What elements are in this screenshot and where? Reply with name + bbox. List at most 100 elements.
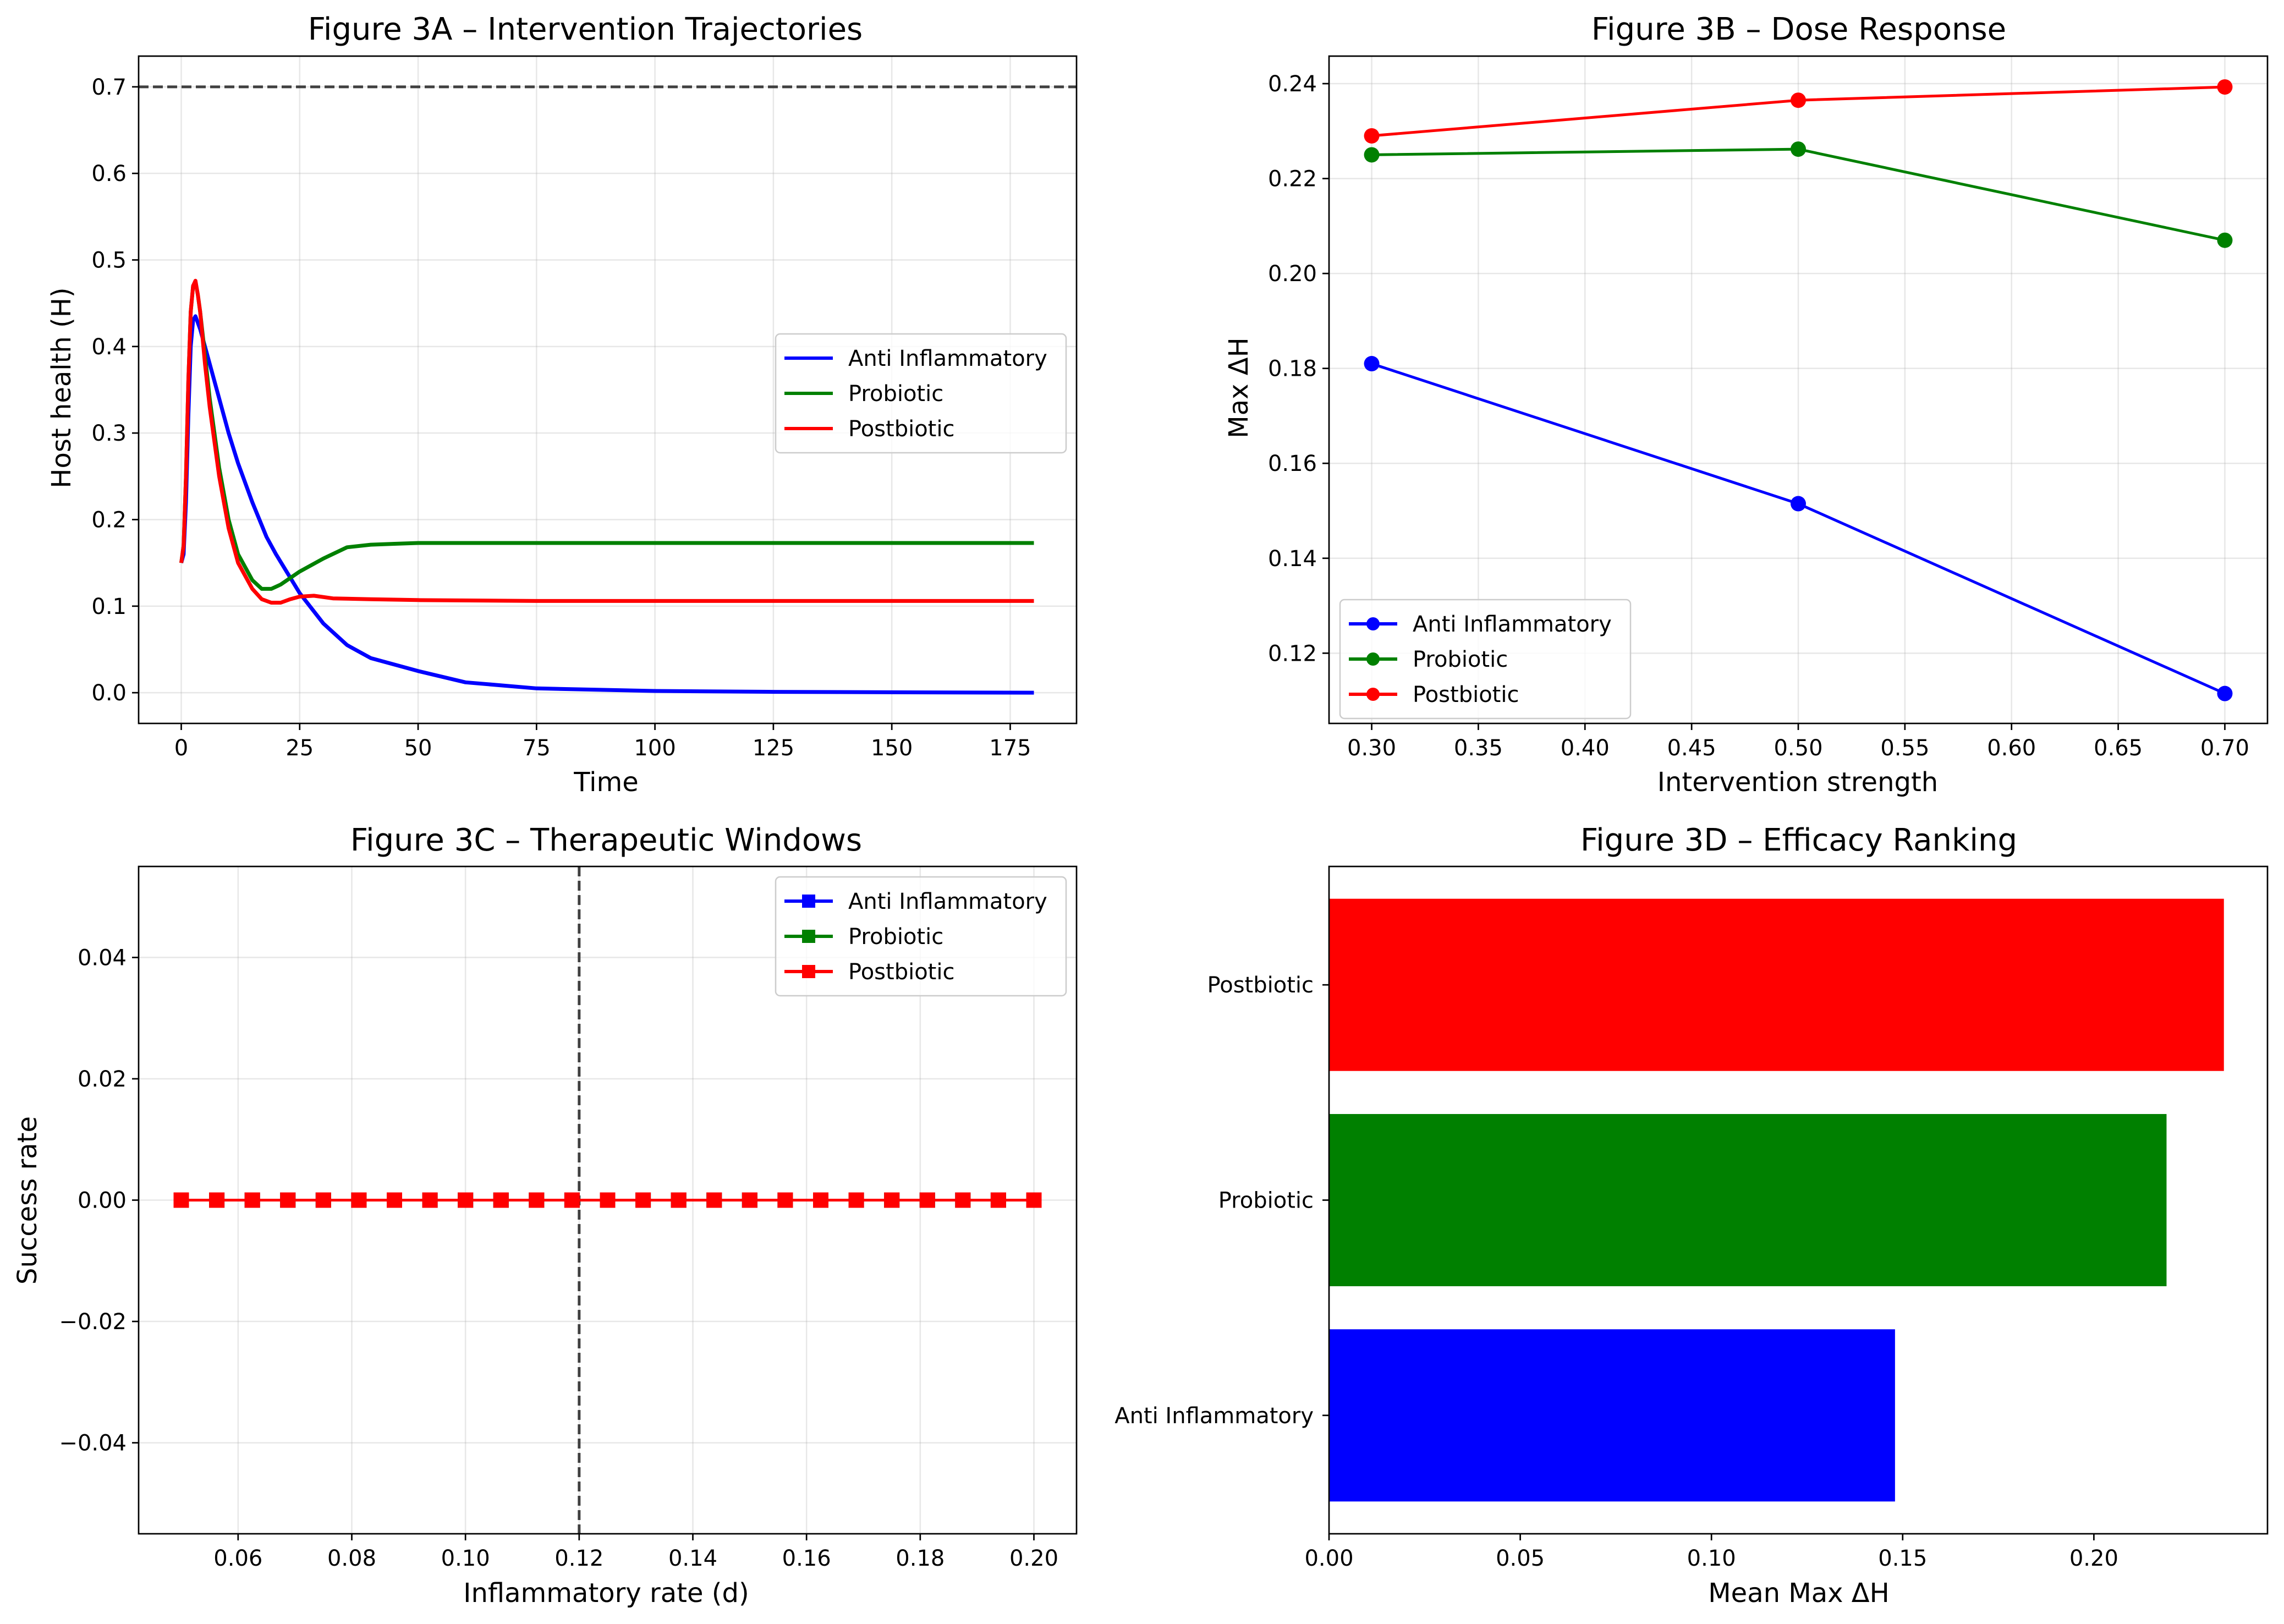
panel-3b-ytick-label: 0.20 [1268, 261, 1317, 287]
panel-3d-xtick-label: 0.20 [2069, 1546, 2118, 1571]
panel-3a-series [179, 278, 1034, 695]
panel-3b-point-probiotic [1364, 147, 1380, 163]
panel-3a-ytick-label: 0.7 [91, 75, 127, 100]
legend-box [775, 333, 1067, 454]
panel-3a-xtick-label: 50 [404, 736, 432, 761]
legend-label-postbiotic: Postbiotic [1413, 682, 1519, 707]
panel-3d: Figure 3D – Efficacy Ranking Mean Max ΔH… [1114, 822, 2269, 1609]
panel-3c-xlabel: Inflammatory rate (d) [463, 1578, 749, 1609]
panel-3b-xlabel: Intervention strength [1657, 767, 1938, 798]
panel-3c-point-postbiotic [244, 1192, 260, 1208]
panel-3c-title: Figure 3C – Therapeutic Windows [350, 822, 862, 858]
panel-3c-point-postbiotic [209, 1192, 225, 1208]
panel-3c-ytick-label: 0.02 [78, 1067, 127, 1092]
panel-3a-xtick-label: 25 [286, 736, 314, 761]
panel-3b-xtick-label: 0.40 [1561, 736, 1610, 761]
panel-3d-category-label: Postbiotic [1207, 973, 1314, 998]
panel-3a-ytick-label: 0.4 [91, 334, 127, 360]
panel-3a-xtick-label: 0 [174, 736, 188, 761]
panel-3c-point-postbiotic [173, 1192, 189, 1208]
panel-3c-point-postbiotic [351, 1192, 367, 1208]
panel-3b-point-anti-inflammatory [2217, 685, 2233, 701]
panel-3a-ytick-label: 0.1 [91, 594, 127, 619]
panel-3c-xtick-label: 0.18 [896, 1546, 945, 1571]
panel-3c-point-postbiotic [919, 1192, 935, 1208]
panel-3c-ticks: 0.06 0.08 0.10 0.12 0.14 0.16 0.18 0.20 −0.04 −0.… [59, 945, 1058, 1571]
panel-3d-xtick-label: 0.00 [1304, 1546, 1353, 1571]
panel-3c-xtick-label: 0.06 [213, 1546, 262, 1571]
panel-3b-point-postbiotic [1791, 92, 1806, 108]
panel-3b-ytick-label: 0.14 [1268, 546, 1317, 572]
panel-3d-bar-postbiotic [1329, 898, 2224, 1071]
panel-3d-xtick-label: 0.15 [1878, 1546, 1927, 1571]
legend-label-postbiotic: Postbiotic [848, 416, 954, 442]
panel-3c-ytick-label: −0.02 [59, 1309, 127, 1335]
panel-3a-xtick-label: 150 [871, 736, 913, 761]
panel-3c-xtick-label: 0.14 [668, 1546, 717, 1571]
panel-3d-bar-anti-inflammatory [1329, 1329, 1895, 1502]
panel-3a-ytick-label: 0.6 [91, 161, 127, 186]
panel-3c-point-postbiotic [955, 1192, 971, 1208]
panel-3a-ytick-label: 0.3 [91, 421, 127, 446]
panel-3a: Figure 3A – Intervention Trajectories Ti… [46, 12, 1078, 798]
panel-3b-series [1364, 79, 2233, 701]
panel-3d-xlabel: Mean Max ΔH [1708, 1578, 1889, 1609]
panel-3a-series-postbiotic [179, 278, 1034, 605]
panel-3a-ytick-label: 0.5 [91, 248, 127, 273]
panel-3a-ytick-label: 0.0 [91, 681, 127, 706]
legend-marker-anti-inflammatory [802, 895, 815, 908]
legend-label-probiotic: Probiotic [848, 381, 943, 407]
panel-3c-point-postbiotic [884, 1192, 900, 1208]
panel-3b-xtick-label: 0.55 [1880, 736, 1929, 761]
legend-marker-probiotic [802, 930, 815, 943]
panel-3c-point-postbiotic [813, 1192, 828, 1208]
legend-label-anti-inflammatory: Anti Inflammatory [848, 346, 1047, 371]
panel-3b-xtick-label: 0.60 [1987, 736, 2036, 761]
legend-marker-postbiotic [802, 965, 815, 978]
panel-3c-point-postbiotic [458, 1192, 474, 1208]
panel-3c-ytick-label: 0.00 [78, 1188, 127, 1214]
panel-3d-bar-probiotic [1329, 1113, 2167, 1287]
panel-3b-xtick-label: 0.30 [1347, 736, 1396, 761]
panel-3c-ytick-label: 0.04 [78, 945, 127, 970]
panel-3b-ytick-label: 0.24 [1268, 72, 1317, 97]
panel-3b-point-anti-inflammatory [1364, 356, 1380, 372]
panel-3d-category-label: Probiotic [1218, 1188, 1314, 1214]
panel-3c-point-postbiotic [280, 1192, 296, 1208]
panel-3a-xtick-label: 125 [753, 736, 794, 761]
panel-3b: Figure 3B – Dose Response Intervention s… [1223, 12, 2269, 798]
panel-3c-point-postbiotic [529, 1192, 545, 1208]
panel-3c-point-postbiotic [493, 1192, 509, 1208]
legend-label-probiotic: Probiotic [848, 924, 943, 950]
panel-3c-point-postbiotic [706, 1192, 722, 1208]
panel-3b-point-probiotic [2217, 232, 2233, 248]
panel-3d-xtick-label: 0.05 [1496, 1546, 1545, 1571]
legend-box [775, 876, 1067, 997]
panel-3c-point-postbiotic [564, 1192, 580, 1208]
panel-3c-point-postbiotic [848, 1192, 864, 1208]
panel-3c: Figure 3C – Therapeutic Windows Inflamma… [12, 822, 1078, 1609]
panel-3a-ylabel: Host health (H) [46, 287, 77, 488]
panel-3c-series [173, 1192, 1042, 1208]
legend-label-anti-inflammatory: Anti Inflammatory [1413, 612, 1612, 637]
panel-3d-bars [1329, 898, 2224, 1502]
panel-3a-ytick-label: 0.2 [91, 507, 127, 533]
panel-3c-point-postbiotic [387, 1192, 402, 1208]
legend-marker-probiotic [1366, 652, 1380, 666]
panel-3c-point-postbiotic [777, 1192, 793, 1208]
panel-3b-ytick-label: 0.12 [1268, 641, 1317, 666]
panel-3b-legend: Anti Inflammatory Probiotic Postbiotic [1339, 599, 1632, 720]
panel-3b-ytick-label: 0.16 [1268, 451, 1317, 476]
panel-3c-ylabel: Success rate [12, 1116, 43, 1285]
panel-3c-point-postbiotic [422, 1192, 438, 1208]
panel-3a-frame [138, 55, 1078, 725]
panel-3c-point-postbiotic [635, 1192, 651, 1208]
panel-3c-legend: Anti Inflammatory Probiotic Postbiotic [775, 876, 1067, 997]
legend-box [1339, 599, 1632, 720]
panel-3d-title: Figure 3D – Efficacy Ranking [1580, 822, 2017, 858]
panel-3c-point-postbiotic [315, 1192, 331, 1208]
panel-3c-xtick-label: 0.20 [1009, 1546, 1058, 1571]
panel-3c-ytick-label: −0.04 [59, 1431, 127, 1456]
